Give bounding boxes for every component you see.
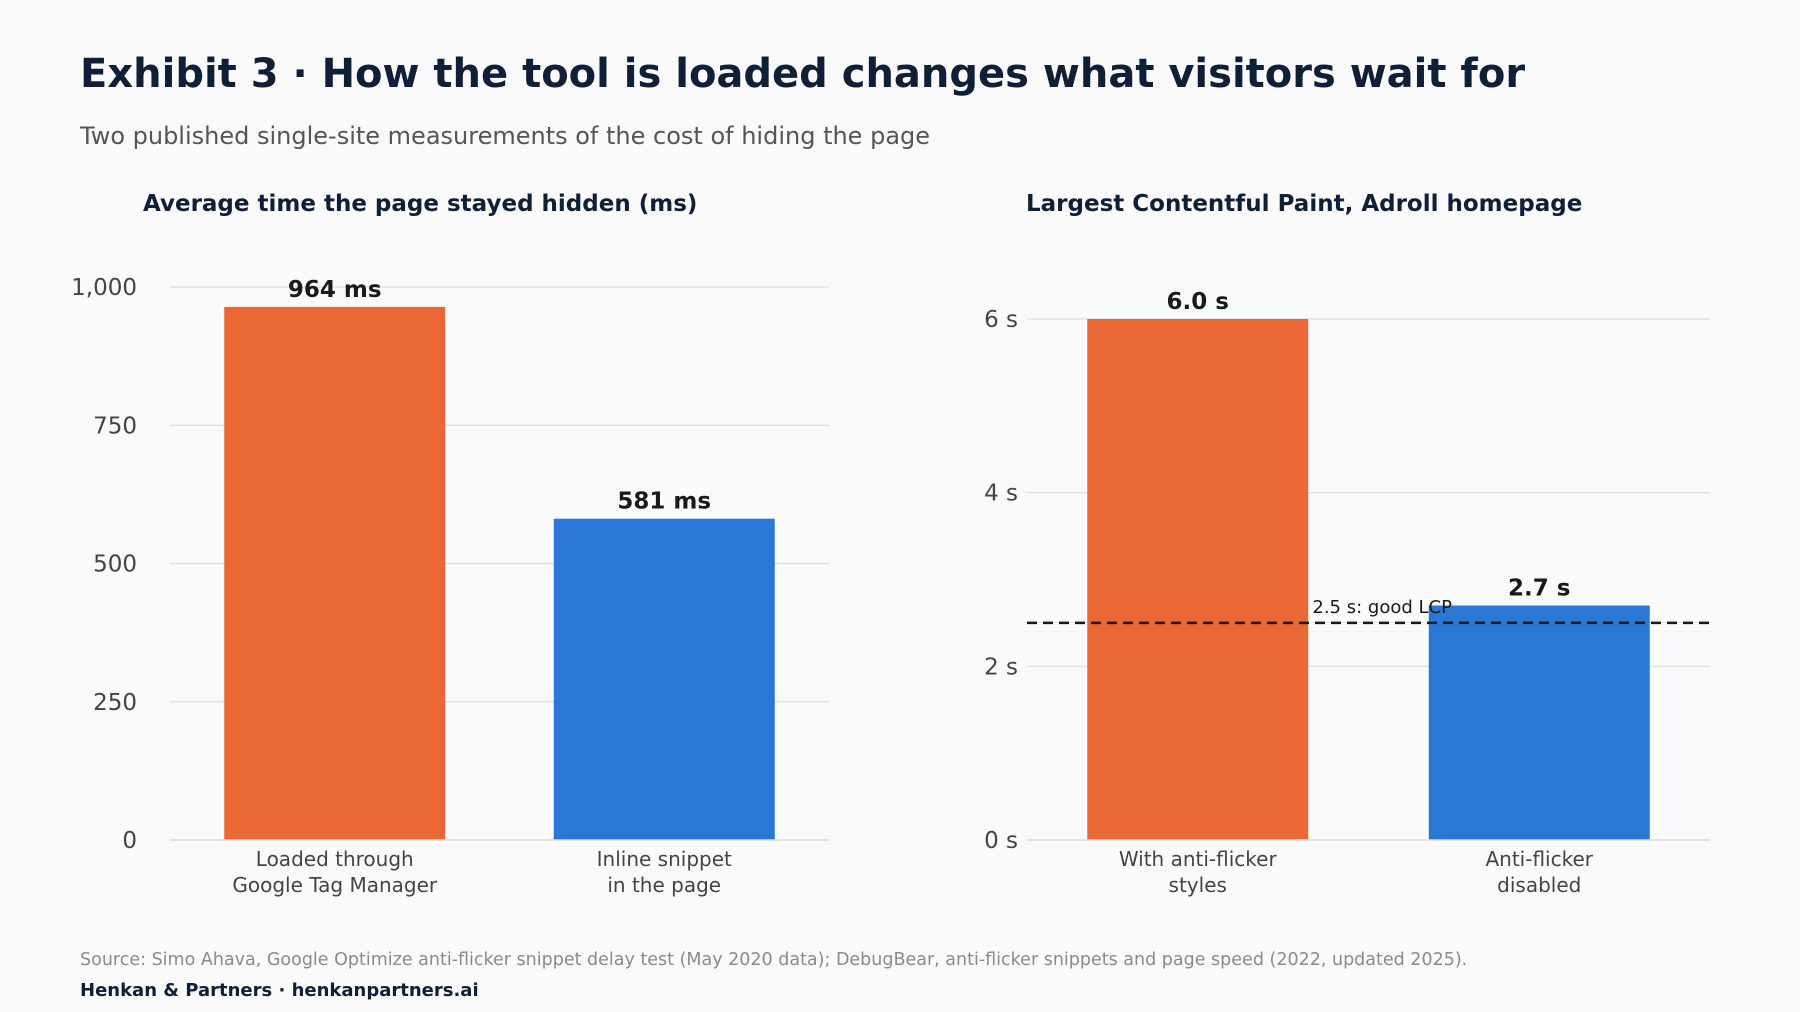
bar <box>224 306 446 841</box>
data-label: 581 ms <box>617 489 711 515</box>
x-tick-label: in the page <box>607 873 721 897</box>
bar <box>553 518 775 840</box>
y-tick-label: 250 <box>93 690 137 716</box>
y-tick-label: 750 <box>93 413 137 439</box>
bar <box>1087 319 1309 840</box>
x-tick-label: Inline snippet <box>597 847 732 871</box>
bar <box>1428 605 1650 840</box>
data-label: 964 ms <box>288 277 382 303</box>
y-tick-label: 0 <box>122 828 137 854</box>
x-tick-label: disabled <box>1497 873 1581 897</box>
data-label: 6.0 s <box>1167 289 1229 315</box>
x-tick-label: Loaded through <box>256 847 414 871</box>
brand-footer: Henkan & Partners · henkanpartners.ai <box>80 980 479 1001</box>
y-tick-label: 6 s <box>984 307 1018 333</box>
y-tick-label: 4 s <box>984 481 1018 507</box>
y-tick-label: 1,000 <box>71 275 137 301</box>
panel-title-2: Largest Contentful Paint, Adroll homepag… <box>1026 191 1582 217</box>
x-tick-label: styles <box>1169 873 1227 897</box>
source-note: Source: Simo Ahava, Google Optimize anti… <box>80 950 1468 970</box>
data-label: 2.7 s <box>1508 576 1570 602</box>
panel-title-1: Average time the page stayed hidden (ms) <box>143 191 697 217</box>
y-tick-label: 2 s <box>984 654 1018 680</box>
x-tick-label: Google Tag Manager <box>232 873 438 897</box>
page-title: Exhibit 3 · How the tool is loaded chang… <box>80 51 1526 97</box>
reference-line-label: 2.5 s: good LCP <box>1312 597 1452 618</box>
page-subtitle: Two published single-site measurements o… <box>80 122 931 150</box>
x-tick-label: With anti-flicker <box>1119 847 1278 871</box>
y-tick-label: 0 s <box>984 828 1018 854</box>
x-tick-label: Anti-flicker <box>1485 847 1593 871</box>
y-tick-label: 500 <box>93 552 137 578</box>
